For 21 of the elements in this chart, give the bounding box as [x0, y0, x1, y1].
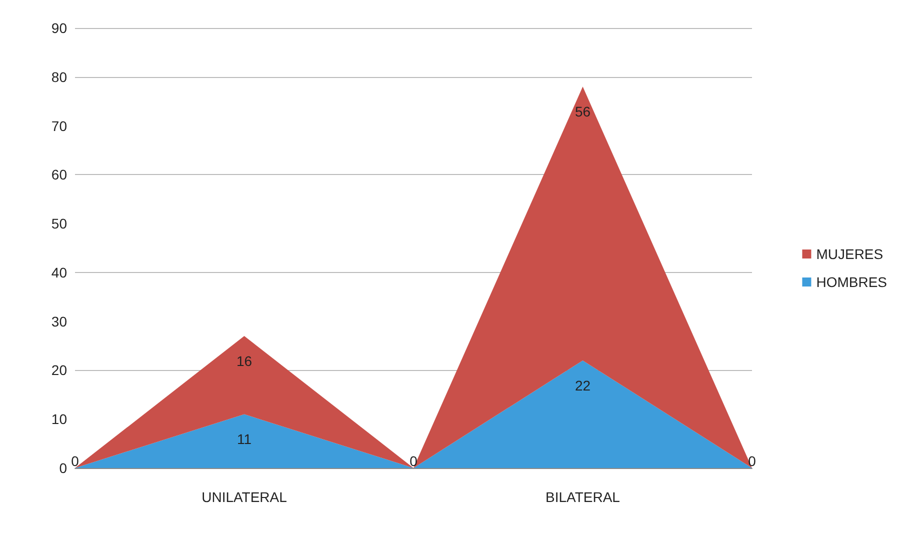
y-tick-label: 70: [51, 118, 68, 134]
legend-label: MUJERES: [816, 246, 884, 262]
data-label: 0: [748, 453, 756, 469]
data-label: 0: [410, 453, 418, 469]
y-tick-label: 0: [59, 460, 68, 476]
y-tick-label: 40: [51, 264, 68, 280]
legend-label: HOMBRES: [816, 274, 888, 290]
y-tick-label: 10: [51, 411, 68, 428]
data-label: 0: [71, 453, 80, 469]
y-tick-label: 50: [51, 216, 68, 232]
data-label: 11: [236, 431, 252, 448]
x-tick-label: UNILATERAL: [202, 489, 288, 505]
x-tick-label: BILATERAL: [546, 489, 620, 505]
data-label: 56: [574, 104, 591, 120]
y-tick-label: 90: [51, 20, 68, 36]
y-tick-label: 20: [51, 362, 68, 378]
y-tick-label: 80: [51, 68, 68, 85]
data-label: 22: [574, 377, 591, 394]
y-tick-label: 30: [51, 313, 68, 330]
y-tick-label: 60: [51, 166, 68, 183]
data-label: 16: [236, 353, 252, 369]
